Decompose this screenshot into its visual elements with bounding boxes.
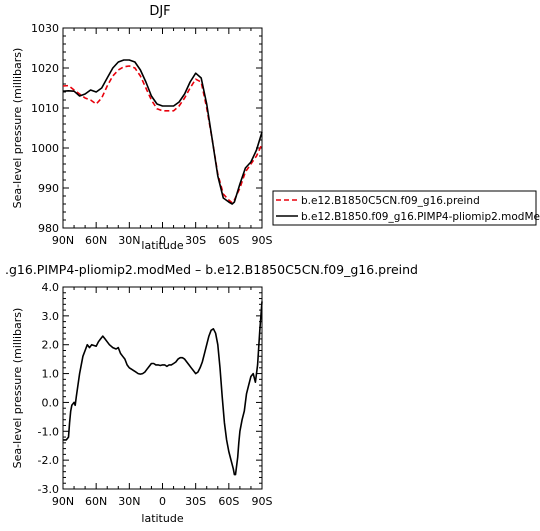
chart-bottom-x-tick-label: 60N	[85, 495, 107, 508]
chart-bottom-y-tick-label: 4.0	[42, 281, 60, 294]
chart-top-y-tick-label: 980	[38, 222, 59, 235]
chart-bottom-y-tick-label: 0.0	[42, 396, 60, 409]
chart-top-y-tick-label: 1000	[31, 142, 59, 155]
chart-top: DJF 980 990 1000 1010 1020 1030 90N 60N 30N 0 30S…	[11, 4, 540, 252]
chart-bottom-y-tick-label: -3.0	[38, 483, 59, 496]
legend-box	[272, 190, 537, 226]
chart-top-y-tick-label: 1020	[31, 62, 59, 75]
chart-top-x-tick-label: 90S	[252, 234, 273, 247]
chart-top-series-line-0	[62, 65, 263, 204]
chart-bottom-y-axis-label: Sea-level pressure (millibars)	[11, 308, 24, 469]
chart-bottom-y-tick-label: 1.0	[42, 368, 60, 381]
legend-label-pliomip: b.e12.B1850.f09_g16.PIMP4-pliomip2.modMe…	[301, 211, 540, 223]
chart-top-x-tick-label: 30S	[185, 234, 206, 247]
chart-top-x-tick-label: 90N	[52, 234, 74, 247]
chart-bottom-series-line-0	[63, 301, 263, 476]
chart-top-y-axis-label: Sea-level pressure (millibars)	[11, 48, 24, 209]
chart-top-y-tick-label: 1010	[31, 102, 59, 115]
chart-top-y-axis: 980 990 1000 1010 1020 1030	[31, 22, 262, 235]
chart-top-y-tick-label: 990	[38, 182, 59, 195]
chart-top-x-axis: 90N 60N 30N 0 30S 60S 90S	[52, 28, 273, 247]
chart-bottom-y-tick-label: 3.0	[42, 310, 60, 323]
chart-top-plot-frame	[62, 27, 263, 229]
chart-top-x-tick-label: 30N	[118, 234, 140, 247]
chart-bottom-y-axis: -3.0 -2.0 -1.0 0.0 1.0 2.0 3.0 4.0	[38, 281, 262, 496]
chart-top-legend: b.e12.B1850C5CN.f09_g16.preind b.e12.B18…	[272, 190, 540, 226]
chart-top-series	[62, 59, 263, 205]
chart-bottom-x-axis-label: latitude	[141, 512, 183, 525]
chart-bottom-y-tick-label: -1.0	[38, 425, 59, 438]
chart-top-x-tick-label: 60S	[218, 234, 239, 247]
chart-bottom-x-tick-label: 0	[159, 495, 166, 508]
chart-top-title: DJF	[149, 4, 170, 19]
chart-bottom-y-tick-label: -2.0	[38, 454, 59, 467]
chart-bottom-plot-frame	[62, 286, 263, 490]
chart-bottom-series	[63, 301, 263, 476]
legend-label-preind: b.e12.B1850C5CN.f09_g16.preind	[301, 195, 480, 207]
chart-bottom-x-tick-label: 30S	[185, 495, 206, 508]
chart-bottom-x-axis: 90N 60N 30N 0 30S 60S 90S	[52, 287, 273, 508]
chart-bottom-title: .g16.PIMP4-pliomip2.modMed – b.e12.B1850…	[5, 262, 418, 277]
chart-top-x-axis-label: latitude	[141, 239, 183, 252]
chart-bottom-x-tick-label: 30N	[118, 495, 140, 508]
chart-top-series-line-1	[62, 59, 263, 205]
chart-bottom-x-tick-label: 90N	[52, 495, 74, 508]
chart-bottom-x-tick-label: 90S	[252, 495, 273, 508]
chart-top-y-tick-label: 1030	[31, 22, 59, 35]
chart-bottom-x-tick-label: 60S	[218, 495, 239, 508]
chart-top-x-tick-label: 0	[159, 234, 166, 247]
chart-bottom: .g16.PIMP4-pliomip2.modMed – b.e12.B1850…	[5, 262, 418, 525]
chart-top-x-tick-label: 60N	[85, 234, 107, 247]
chart-bottom-y-tick-label: 2.0	[42, 339, 60, 352]
